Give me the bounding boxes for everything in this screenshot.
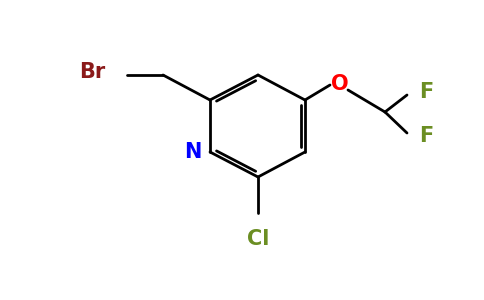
Text: Cl: Cl	[247, 229, 269, 249]
Text: O: O	[331, 74, 349, 94]
Text: F: F	[419, 82, 433, 102]
Text: N: N	[184, 142, 202, 162]
Text: F: F	[419, 126, 433, 146]
Text: Br: Br	[79, 62, 105, 82]
